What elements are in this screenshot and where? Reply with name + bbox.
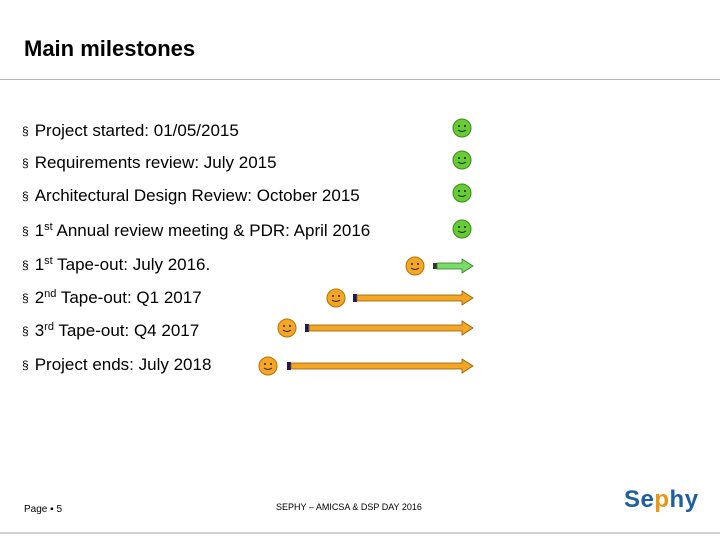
logo-text-end: hy <box>669 486 699 513</box>
timeline-arrow-icon <box>353 290 474 306</box>
bullet-marker: § <box>22 224 29 238</box>
timeline-arrow-icon <box>305 320 474 336</box>
milestone-text: Architectural Design Review: October 201… <box>34 186 360 205</box>
milestone-text: Project ends: July 2018 <box>34 355 212 374</box>
smiley-pending-icon <box>405 256 425 276</box>
smiley-pending-icon <box>326 288 346 308</box>
milestone-text: Tape-out: Q1 2017 <box>56 288 202 307</box>
milestone-item: § Project ends: July 2018 <box>22 355 211 376</box>
milestone-ordinal: 2 <box>34 288 45 307</box>
milestone-item: § 3rd Tape-out: Q4 2017 <box>22 321 199 342</box>
milestone-item: § Architectural Design Review: October 20… <box>22 186 360 207</box>
milestone-item: § 1st Annual review meeting & PDR: April … <box>22 221 370 242</box>
milestone-text: Project started: 01/05/2015 <box>34 121 239 140</box>
milestone-item: § 2nd Tape-out: Q1 2017 <box>22 288 202 309</box>
smiley-pending-icon <box>277 318 297 338</box>
bullet-marker: § <box>22 156 29 170</box>
milestone-text: Tape-out: Q4 2017 <box>53 321 200 340</box>
sephy-logo: Sephy <box>624 486 699 514</box>
bullet-marker: § <box>22 258 29 272</box>
bullet-marker: § <box>22 291 29 305</box>
bullet-marker: § <box>22 358 29 372</box>
milestone-item: § Project started: 01/05/2015 <box>22 121 239 142</box>
smiley-done-icon <box>452 183 472 203</box>
page-number: Page ▪ 5 <box>24 504 63 515</box>
timeline-arrow-icon <box>287 358 474 374</box>
smiley-pending-icon <box>258 356 278 376</box>
smiley-done-icon <box>452 150 472 170</box>
bullet-marker: § <box>22 324 29 338</box>
footer-event: SEPHY – AMICSA & DSP DAY 2016 <box>276 502 422 512</box>
milestone-ordinal: 3 <box>34 321 45 340</box>
milestone-ordinal: 1 <box>34 221 45 240</box>
bullet-marker: § <box>22 124 29 138</box>
milestone-text: Requirements review: July 2015 <box>34 153 277 172</box>
milestone-ordinal: 1 <box>34 255 45 274</box>
progress-arrow-icon <box>433 258 474 274</box>
title-divider <box>0 79 720 80</box>
milestone-item: § 1st Tape-out: July 2016. <box>22 255 210 276</box>
footer-divider <box>0 532 720 534</box>
ordinal-suffix: st <box>44 221 53 233</box>
milestone-text: Annual review meeting & PDR: April 2016 <box>52 221 371 240</box>
ordinal-suffix: rd <box>44 321 54 333</box>
milestone-text: Tape-out: July 2016. <box>52 255 211 274</box>
smiley-done-icon <box>452 219 472 239</box>
logo-text-accent: p <box>654 486 670 513</box>
slide-title: Main milestones <box>24 36 196 61</box>
milestone-item: § Requirements review: July 2015 <box>22 153 277 174</box>
bullet-marker: § <box>22 189 29 203</box>
smiley-done-icon <box>452 118 472 138</box>
ordinal-suffix: st <box>44 255 53 267</box>
logo-text-start: Se <box>624 486 655 513</box>
ordinal-suffix: nd <box>44 288 57 300</box>
